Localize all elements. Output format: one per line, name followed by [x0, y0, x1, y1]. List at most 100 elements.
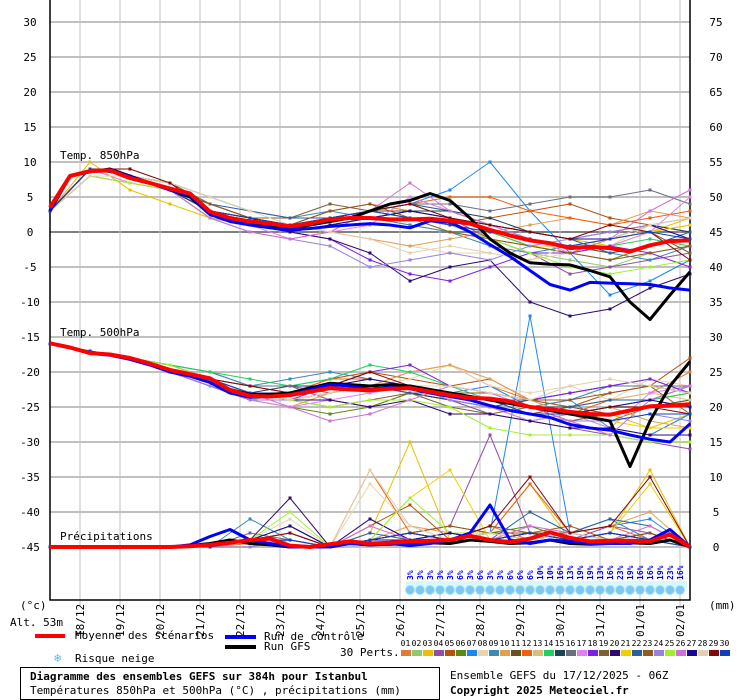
member-20-t850-line-point: [608, 307, 612, 311]
snow-risk-label: 6%: [526, 570, 535, 580]
member-key-swatch: [631, 650, 642, 656]
right-tick-label: 75: [709, 16, 722, 29]
member-09-precip-line-point: [248, 517, 252, 521]
member-20-t500-line-point: [488, 412, 492, 416]
member-20-t850-line-point: [328, 237, 332, 241]
member-key-swatch: [543, 650, 554, 656]
member-22-t500-line-point: [408, 391, 412, 395]
member-22-t850-line-point: [608, 251, 612, 255]
snow-risk-label: 19%: [576, 565, 585, 580]
legend-control-swatch: [225, 635, 256, 639]
member-23-t850-line-point: [368, 202, 372, 206]
member-30-precip-line-point: [208, 545, 212, 549]
left-unit: (°c): [20, 599, 47, 612]
member-09-t500-line-point: [328, 370, 332, 374]
member-28-precip-line-point: [488, 531, 492, 535]
member-24-t850-line-point: [408, 258, 412, 262]
left-tick-label: -25: [20, 401, 40, 414]
date-label: 01/01: [634, 604, 647, 637]
member-07-t850-line-point: [648, 279, 652, 283]
member-25-t500-line-point: [528, 433, 532, 437]
left-tick-label: 25: [23, 51, 36, 64]
legend-mean: Moyenne des scénarios: [75, 629, 215, 642]
member-28-t850-line-point: [648, 223, 652, 227]
snowflake-icon: ❄: [54, 651, 62, 665]
member-29-t850-line-point: [608, 223, 612, 227]
member-01-t500-line: [49, 343, 691, 408]
right-tick-label: 45: [709, 226, 722, 239]
member-key-swatch: [422, 650, 433, 656]
member-15-t850-line-point: [488, 216, 492, 220]
member-key-label: 25: [664, 639, 675, 648]
left-tick-label: -45: [20, 541, 40, 554]
member-28-t500-line-point: [288, 398, 292, 402]
member-key-label: 07: [466, 639, 477, 648]
member-23-t500-line-point: [608, 391, 612, 395]
member-28-t850-line-point: [368, 237, 372, 241]
member-24-t850-line-point: [608, 230, 612, 234]
member-key-swatch: [532, 650, 543, 656]
snow-risk-label: 19%: [626, 565, 635, 580]
date-label: 20/12: [154, 604, 167, 637]
member-04-t500-line-point: [688, 447, 692, 451]
member-key-label: 21: [620, 639, 631, 648]
snowflake-icon: [615, 585, 625, 595]
altitude: Alt. 53m: [10, 616, 63, 629]
member-14-t500-line-point: [368, 363, 372, 367]
member-25-t850-line-point: [568, 265, 572, 269]
date-label: 28/12: [474, 604, 487, 637]
snow-risk-label: 13%: [566, 565, 575, 580]
date-label: 26/12: [394, 604, 407, 637]
member-05-t500-line: [49, 343, 691, 408]
member-key-swatch: [686, 650, 697, 656]
member-22-t850-line-point: [688, 230, 692, 234]
member-key-swatch: [664, 650, 675, 656]
member-30-t850-line-point: [88, 167, 92, 171]
member-26-t500-line-point: [608, 433, 612, 437]
member-22-precip-line-point: [368, 531, 372, 535]
member-21-t500-line-point: [688, 426, 692, 430]
member-25-t500-line-point: [368, 398, 372, 402]
member-key-swatch: [719, 650, 730, 656]
member-03-t850-line-point: [128, 188, 132, 192]
snowflake-icon: [505, 585, 515, 595]
member-21-precip-line-point: [448, 468, 452, 472]
member-23-t850-line-point: [328, 209, 332, 213]
member-key-swatch: [554, 650, 565, 656]
member-28-t850-line-point: [528, 258, 532, 262]
right-unit: (mm): [709, 599, 736, 612]
member-key-label: 19: [598, 639, 609, 648]
member-14-t500-line-point: [408, 370, 412, 374]
member-18-t500-line-point: [408, 363, 412, 367]
member-07-precip-line-point: [648, 517, 652, 521]
member-25-t500-line-point: [688, 440, 692, 444]
member-05-precip-line-point: [408, 503, 412, 507]
member-key-swatch: [488, 650, 499, 656]
date-label: 25/12: [354, 604, 367, 637]
member-20-t850-line-point: [408, 279, 412, 283]
snow-risk-label: 10%: [546, 565, 555, 580]
member-key-label: 22: [631, 639, 642, 648]
copyright: Copyright 2025 Meteociel.fr: [450, 684, 629, 697]
right-tick-label: 60: [709, 121, 722, 134]
member-key-swatch: [576, 650, 587, 656]
snowflake-icon: [465, 585, 475, 595]
legend-mean-swatch: [35, 634, 65, 638]
member-16-t850-line-point: [568, 195, 572, 199]
member-23-precip-line-point: [648, 531, 652, 535]
legend-gfs-swatch: [225, 645, 256, 649]
snowflake-icon: [625, 585, 635, 595]
member-26-t850-line-point: [208, 216, 212, 220]
member-30-t500-line-point: [688, 412, 692, 416]
member-28-precip-line-point: [408, 524, 412, 528]
member-key-label: 30: [719, 639, 730, 648]
member-17-t500-line-point: [368, 391, 372, 395]
member-13-t500-line: [49, 343, 691, 408]
member-28-t850-line-point: [488, 251, 492, 255]
member-20-t850-line-point: [448, 265, 452, 269]
left-tick-label: -10: [20, 296, 40, 309]
member-key-swatch: [477, 650, 488, 656]
member-29-t850-line-point: [488, 223, 492, 227]
member-28-t850-line-point: [408, 251, 412, 255]
